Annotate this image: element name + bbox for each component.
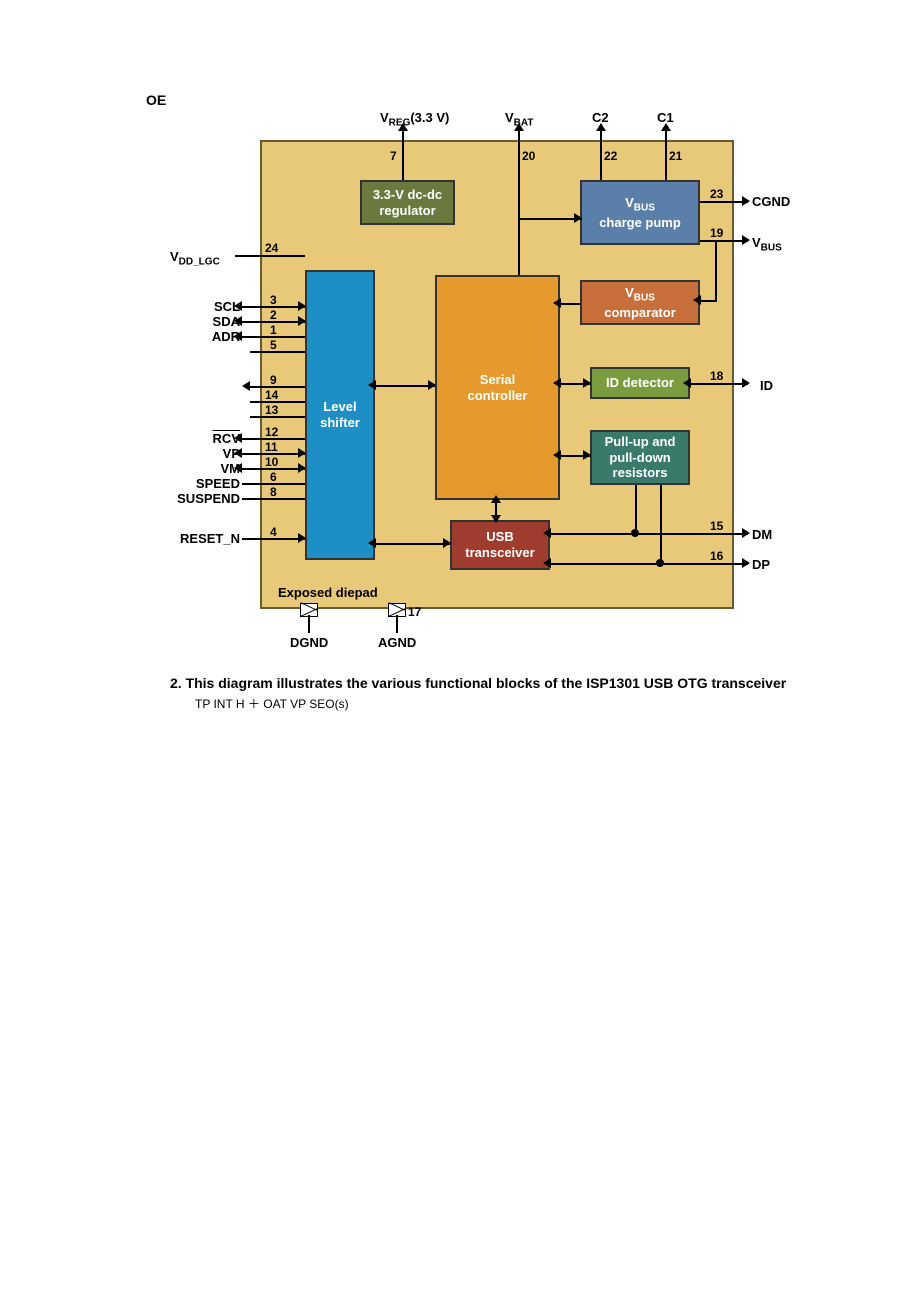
pin-24: 24 xyxy=(265,241,278,255)
block-charge-pump: VBUS charge pump xyxy=(580,180,700,245)
label-speed: SPEED xyxy=(186,476,240,491)
block-usb-transceiver: USB transceiver xyxy=(450,520,550,570)
pin-10: 10 xyxy=(265,455,278,469)
pin-22: 22 xyxy=(604,149,617,163)
pin-18: 18 xyxy=(710,369,723,383)
block-regulator: 3.3-V dc-dc regulator xyxy=(360,180,455,225)
label-vreg: VREG(3.3 V) xyxy=(380,110,449,129)
label-suspend: SUSPEND xyxy=(170,491,240,506)
pin-8: 8 xyxy=(270,485,277,499)
pin-1: 1 xyxy=(270,323,277,337)
figure-caption-sub: TP INT H ＋ OAT VP SEO(s) xyxy=(195,695,349,712)
pin-15: 15 xyxy=(710,519,723,533)
pin-16: 16 xyxy=(710,549,723,563)
pin-3: 3 xyxy=(270,293,277,307)
label-vbus: VBUS xyxy=(752,235,782,254)
pin-2: 2 xyxy=(270,308,277,322)
pin-14: 14 xyxy=(265,388,278,402)
label-vdd-lgc: VDD_LGC xyxy=(170,249,220,268)
pin-23: 23 xyxy=(710,187,723,201)
oe-label: OE xyxy=(146,92,166,108)
block-diagram: VREG(3.3 V) VBAT C2 C1 7 20 22 21 CGND V… xyxy=(170,95,800,655)
label-id: ID xyxy=(760,378,773,393)
pin-5: 5 xyxy=(270,338,277,352)
pin-12: 12 xyxy=(265,425,278,439)
label-agnd: AGND xyxy=(378,635,416,650)
figure-caption: 2. This diagram illustrates the various … xyxy=(170,675,810,691)
pin-9: 9 xyxy=(270,373,277,387)
pin-4: 4 xyxy=(270,525,277,539)
pin-13: 13 xyxy=(265,403,278,417)
block-serial-controller: Serial controller xyxy=(435,275,560,500)
pin-6: 6 xyxy=(270,470,277,484)
block-level-shifter: Level shifter xyxy=(305,270,375,560)
pin-11: 11 xyxy=(265,440,278,454)
pin-19: 19 xyxy=(710,226,723,240)
pin-21: 21 xyxy=(669,149,682,163)
label-dm: DM xyxy=(752,527,772,542)
block-id-detector: ID detector xyxy=(590,367,690,399)
block-comparator: VBUS comparator xyxy=(580,280,700,325)
label-dp: DP xyxy=(752,557,770,572)
pin-20: 20 xyxy=(522,149,535,163)
label-dgnd: DGND xyxy=(290,635,328,650)
label-cgnd: CGND xyxy=(752,194,790,209)
block-pullup: Pull-up and pull-down resistors xyxy=(590,430,690,485)
pin-7: 7 xyxy=(390,149,397,163)
label-exposed-diepad: Exposed diepad xyxy=(278,585,378,600)
pin-17: 17 xyxy=(408,605,421,619)
label-reset-n: RESET_N xyxy=(176,531,240,546)
